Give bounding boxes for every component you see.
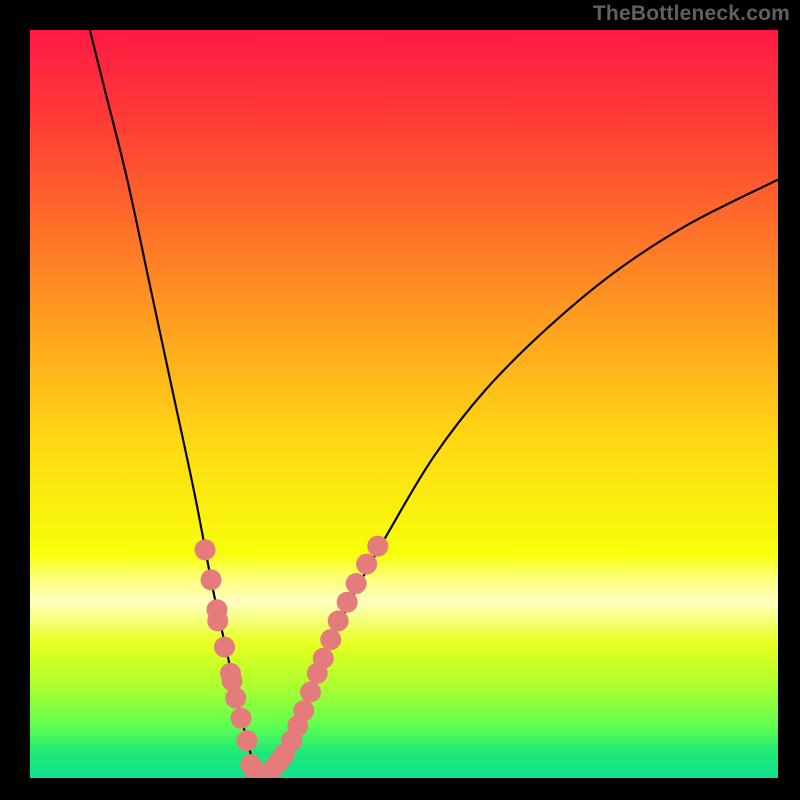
data-marker [293, 700, 314, 721]
bottleneck-curve-chart [0, 0, 800, 800]
data-marker [207, 610, 228, 631]
data-marker [367, 536, 388, 557]
data-marker [236, 730, 257, 751]
data-marker [313, 648, 334, 669]
data-marker [328, 610, 349, 631]
data-marker [337, 592, 358, 613]
data-marker [201, 569, 222, 590]
data-marker [214, 637, 235, 658]
data-marker [300, 681, 321, 702]
data-marker [195, 539, 216, 560]
data-marker [320, 629, 341, 650]
watermark-text: TheBottleneck.com [593, 2, 790, 26]
data-marker [225, 687, 246, 708]
data-marker [230, 708, 251, 729]
plot-background [30, 30, 778, 778]
chart-frame: TheBottleneck.com [0, 0, 800, 800]
data-marker [356, 554, 377, 575]
data-marker [346, 573, 367, 594]
